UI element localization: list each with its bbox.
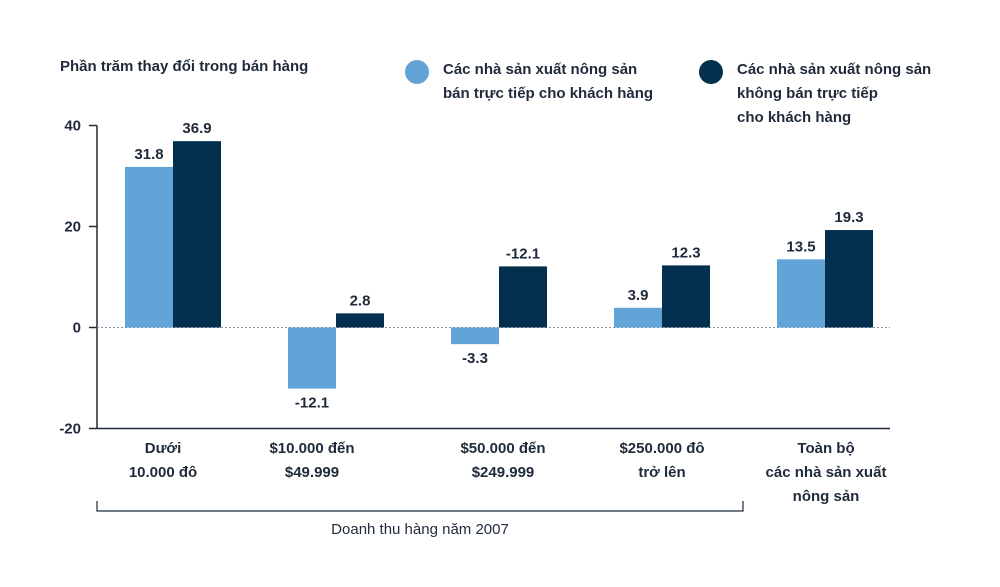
data-label: 19.3: [834, 209, 863, 226]
data-label: 36.9: [182, 120, 211, 137]
x-category-label: Dưới: [145, 440, 182, 457]
x-category-label: các nhà sản xuất: [766, 464, 887, 481]
bar-series-2: [499, 266, 547, 328]
x-category-label: $250.000 đô: [619, 440, 704, 457]
y-tick-label: 40: [64, 118, 81, 135]
x-category-label: trở lên: [638, 464, 685, 481]
bar-series-2: [336, 313, 384, 328]
x-category-label: $49.999: [285, 464, 339, 481]
x-category-label: $249.999: [472, 464, 535, 481]
legend-swatch-direct: [405, 60, 429, 84]
bar-series-1: [614, 307, 662, 328]
x-category-label: nông sản: [793, 488, 860, 505]
legend-swatch-no-direct: [699, 60, 723, 84]
y-tick-label: 20: [64, 219, 81, 236]
legend-label-direct: Các nhà sản xuất nông sản bán trực tiếp …: [443, 61, 654, 102]
data-label: -3.3: [462, 350, 488, 367]
x-category-label: $10.000 đến: [269, 440, 354, 457]
y-axis-title: Phần trăm thay đổi trong bán hàng: [60, 58, 309, 75]
data-label: 2.8: [350, 292, 371, 309]
data-label: 13.5: [786, 238, 815, 255]
x-category-label: Toàn bộ: [797, 440, 854, 457]
x-axis-title: Doanh thu hàng năm 2007: [331, 521, 509, 538]
bar-series-1: [451, 327, 499, 345]
x-category-label: 10.000 đô: [129, 464, 197, 481]
y-tick-label: -20: [59, 421, 81, 438]
data-label: -12.1: [506, 245, 540, 262]
legend-item-no-direct-sales: Các nhà sản xuất nông sản không bán trực…: [699, 58, 931, 130]
bar-series-2: [825, 230, 873, 328]
legend-item-direct-sales: Các nhà sản xuất nông sản bán trực tiếp …: [405, 58, 653, 106]
bar-series-2: [662, 265, 710, 328]
data-label: 31.8: [134, 146, 163, 163]
bar-series-2: [173, 141, 221, 328]
legend-label-no-direct: Các nhà sản xuất nông sản không bán trực…: [737, 61, 932, 126]
data-label: 12.3: [671, 244, 700, 261]
category-bracket: [96, 501, 744, 512]
x-category-label: $50.000 đến: [460, 440, 545, 457]
data-label: -12.1: [295, 395, 329, 412]
bar-series-1: [777, 259, 825, 328]
bar-series-1: [125, 166, 173, 328]
bar-series-1: [288, 327, 336, 389]
y-tick-label: 0: [73, 320, 81, 337]
data-label: 3.9: [628, 287, 649, 304]
